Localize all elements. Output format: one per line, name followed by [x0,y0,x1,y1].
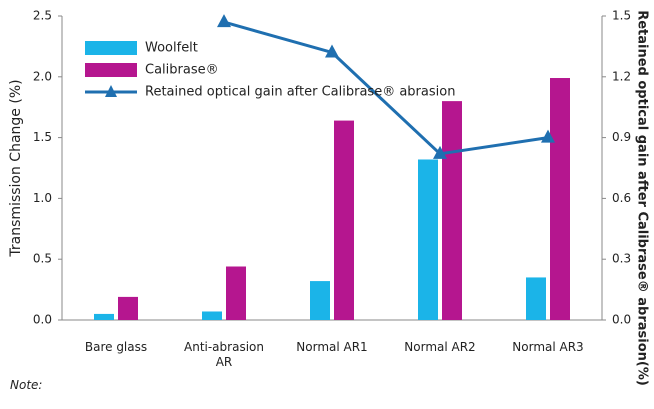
legend-swatch [85,63,137,77]
y2-tick-label: 0.6 [612,191,631,205]
y2-tick-label: 1.5 [612,9,631,23]
x-tick-label: Normal AR2 [404,340,476,354]
line [223,20,549,156]
y-tick-label: 0.0 [33,313,52,327]
bar [226,266,246,320]
y-axis-label: Transmission Change (%) [8,79,24,257]
bar [202,311,222,320]
y-tick-label: 2.0 [33,69,52,83]
bar [526,277,546,320]
bar [334,120,354,321]
y2-tick-label: 0.9 [612,130,631,144]
y2-tick-label: 0.0 [612,313,631,327]
y-tick-label: 0.5 [33,252,52,266]
y-tick-label: 1.5 [33,130,52,144]
legend-label: Retained optical gain after Calibrase® a… [145,85,455,100]
x-tick-label: Normal AR3 [512,340,584,354]
bar [310,281,330,320]
x-tick-label: Anti-abrasion AR [184,340,264,369]
y2-axis-label: Retained optical gain after Calibrase® a… [635,10,650,386]
line-marker [217,14,231,28]
line-marker [541,129,555,143]
line-marker [433,145,447,159]
y-tick-label: 1.0 [33,191,52,205]
y2-tick-label: 1.2 [612,69,631,83]
bar [418,159,438,320]
note: Note: [10,378,43,392]
legend-swatch [85,41,137,55]
bar [550,78,570,321]
bar [94,313,114,320]
bar [118,296,138,320]
bar [442,101,462,321]
legend-marker [105,85,117,97]
x-tick-label: Normal AR1 [296,340,368,354]
y-tick-label: 2.5 [33,9,52,23]
legend-label: Calibrase® [145,63,219,78]
legend-label: Woolfelt [145,41,198,56]
x-tick-label: Bare glass [84,340,148,354]
line-marker [325,44,339,58]
y2-tick-label: 0.3 [612,252,631,266]
